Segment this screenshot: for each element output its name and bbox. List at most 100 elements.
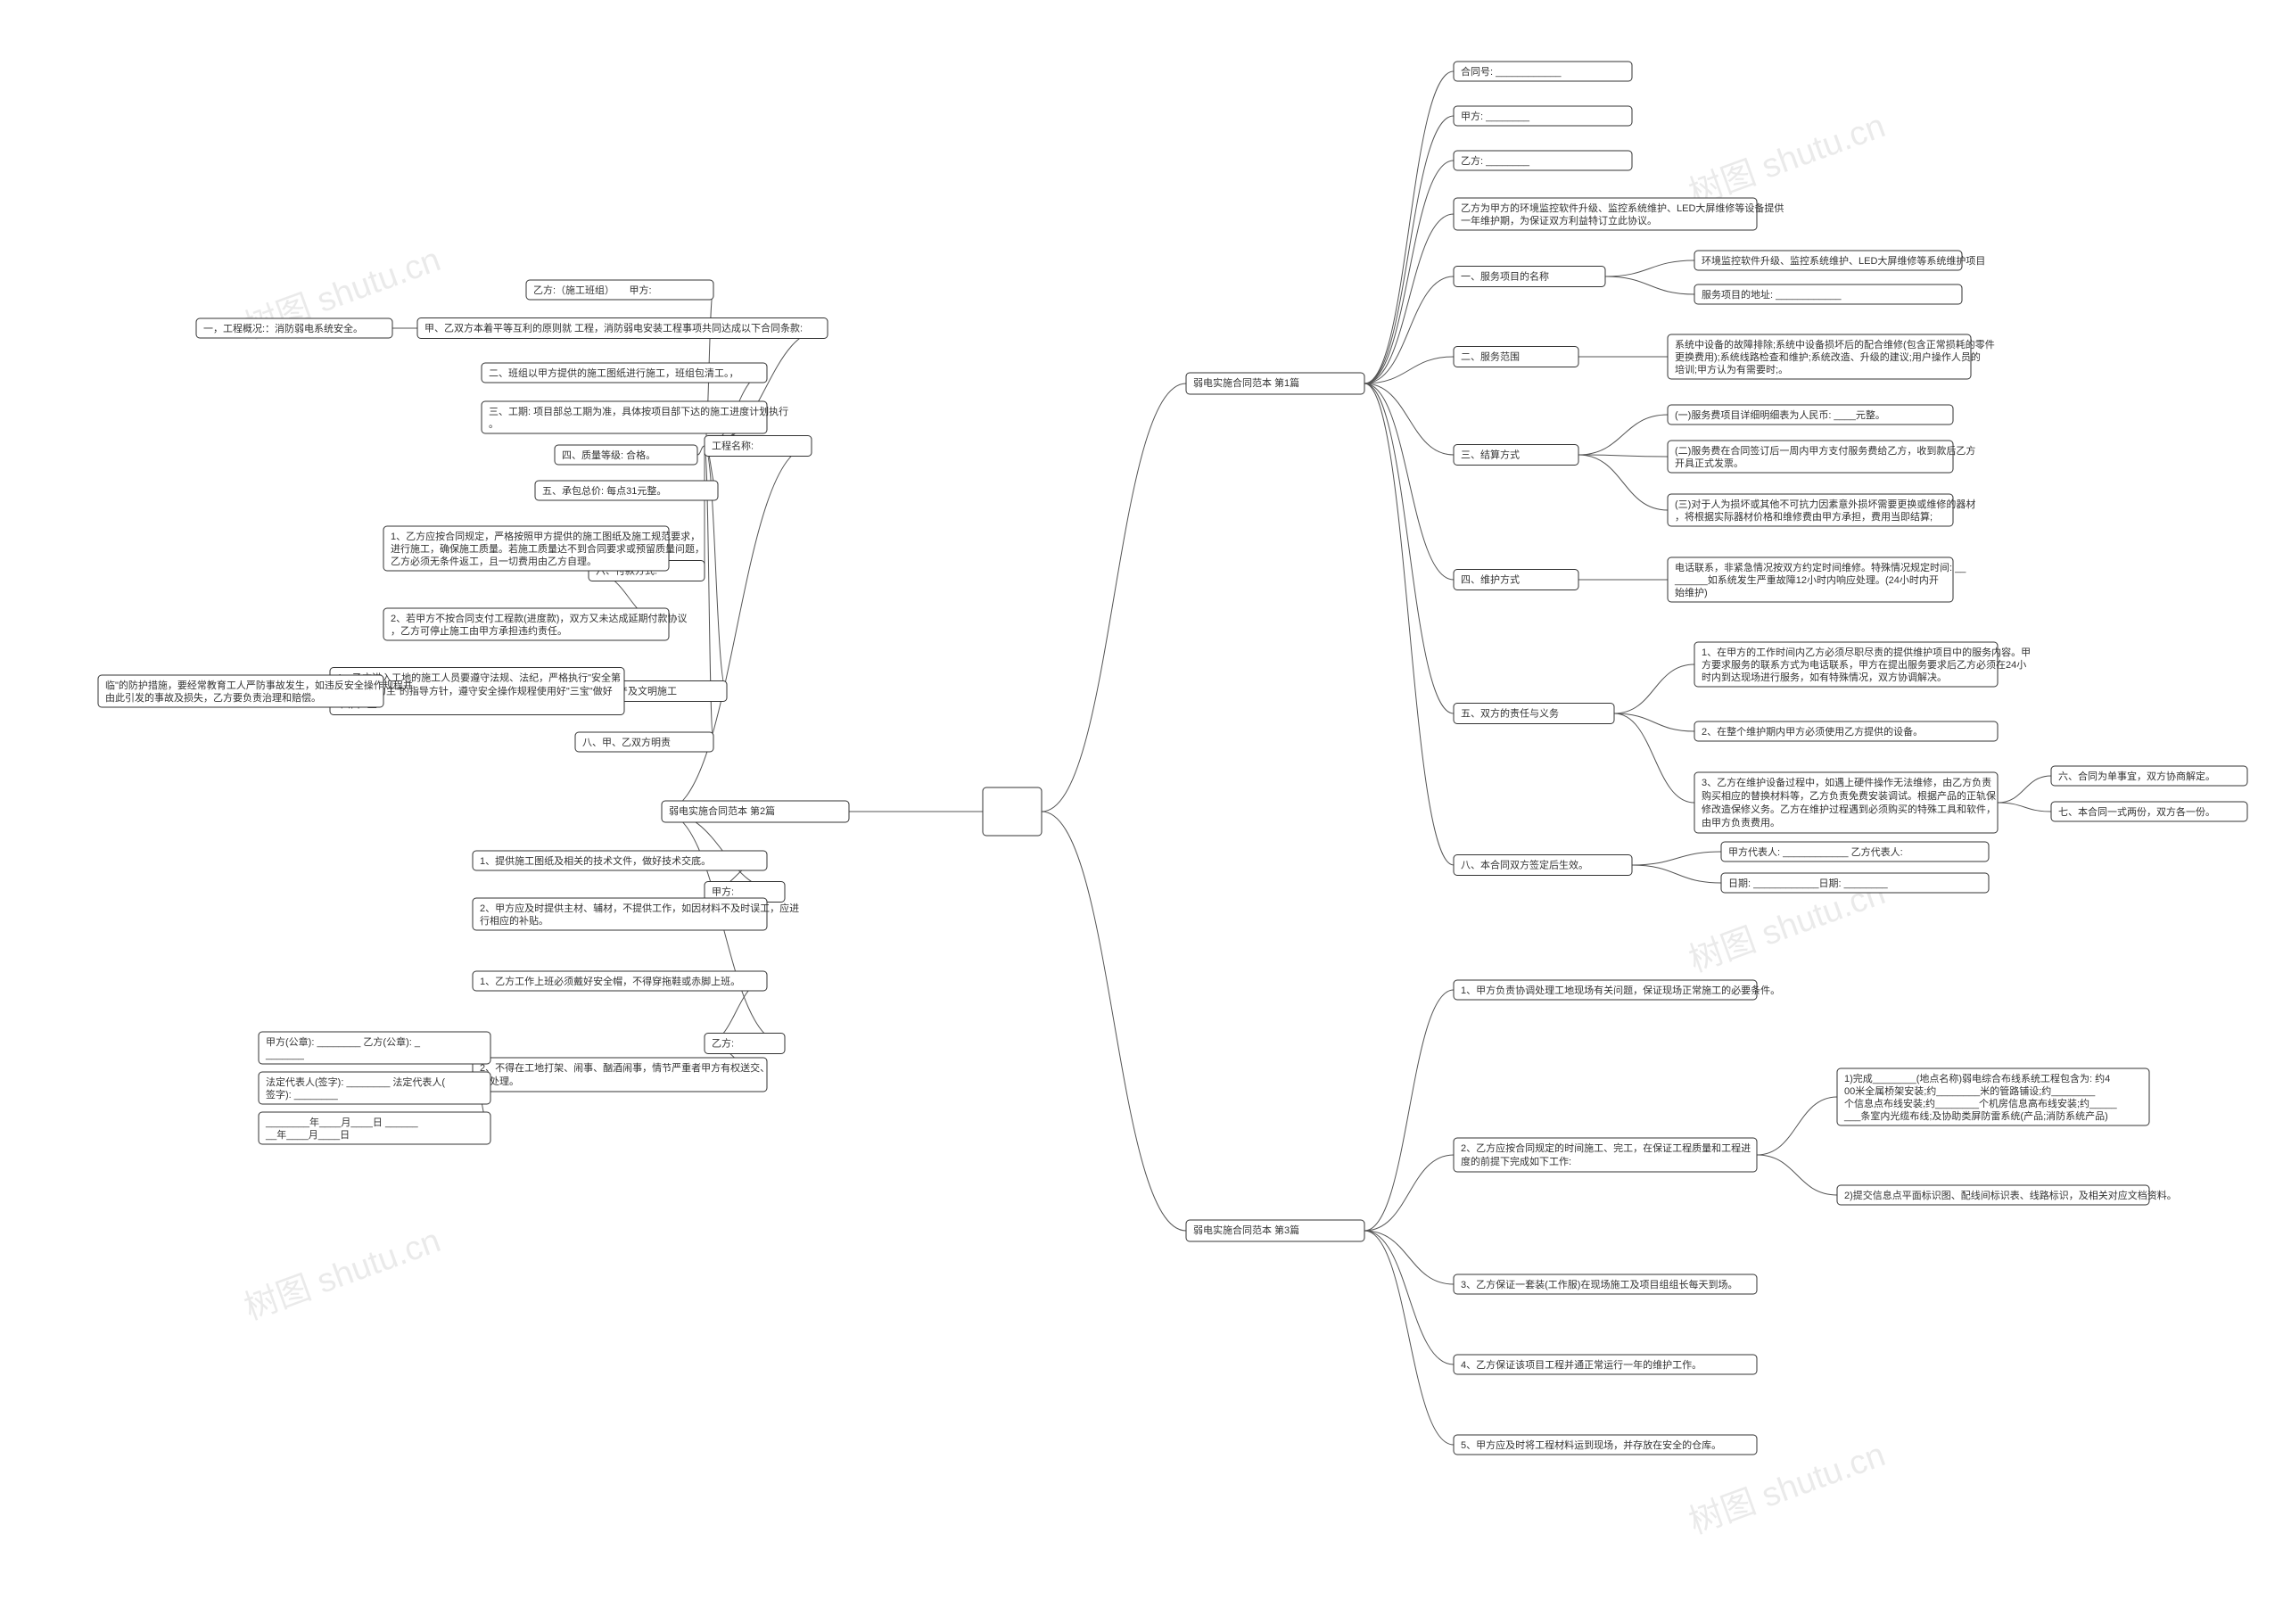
node-label: 法定代表人(签字): ________ 法定代表人( (266, 1076, 445, 1088)
mindmap-node: 2、若甲方不按合同支付工程款(进度款)，双方又未达成延期付款协议，乙方可停止施工… (383, 608, 687, 640)
node-label: 三、结算方式 (1461, 448, 1520, 460)
node-label: 工程名称: (712, 439, 754, 451)
mindmap-node: 1、甲方负责协调处理工地现场有关问题，保证现场正常施工的必要条件。 (1454, 980, 1780, 1000)
mindmap-node: 三、工期: 项目部总工期为准，具体按项目部下达的施工进度计划执行。 (482, 401, 788, 433)
edge (1364, 383, 1454, 713)
node-label: 弱电实施合同范本 第2篇 (669, 804, 775, 817)
edge (1605, 276, 1694, 294)
node-label: 甲方: (712, 885, 734, 897)
mindmap-node: 甲方代表人: ____________ 乙方代表人: (1721, 842, 1989, 861)
edge (1757, 1155, 1837, 1195)
node-label: 2)提交信息点平面标识图、配线间标识表、线路标识，及相关对应文档资料。 (1844, 1189, 2177, 1201)
node-label: 2、乙方应按合同规定的时间施工、完工，在保证工程质量和工程进 (1461, 1142, 1751, 1154)
node-label: 00米全属桥架安装;约________米的管路铺设;约________ (1844, 1084, 2096, 1097)
mindmap-node: 2、不得在工地打架、闹事、酗酒闹事，情节严重者甲方有权送交、门处理。 (473, 1058, 770, 1092)
node-label: 一，工程概况:：消防弱电系统安全。 (203, 322, 363, 334)
node-label: 1、甲方负责协调处理工地现场有关问题，保证现场正常施工的必要条件。 (1461, 984, 1780, 996)
mindmap-node: 乙方:（施工班组） 甲方: (526, 280, 713, 300)
node-label: 甲、乙双方本着平等互利的原则就 工程，消防弱电安装工程事项共同达成以下合同条款: (424, 321, 803, 334)
edge (1364, 161, 1454, 383)
mindmap-node: 1、乙方应按合同规定，严格按照甲方提供的施工图纸及施工规范要求，进行施工，确保施… (383, 526, 705, 571)
node-label: (三)对于人为损坏或其他不可抗力因素意外损坏需要更换或维修的器材 (1675, 498, 1975, 510)
node-label: 签字): ________ (266, 1088, 339, 1101)
mindmap-node: 四、质量等级: 合格。 (555, 445, 697, 465)
node-label: 二、班组以甲方提供的施工图纸进行施工，班组包清工。， (489, 367, 739, 379)
node-label: __年____月____日 (265, 1128, 350, 1141)
node-label: 1、乙方工作上班必须戴好安全帽，不得穿拖鞋或赤脚上班。 (480, 975, 740, 987)
mindmap-node: 环境监控软件升级、监控系统维护、LED大屏维修等系统维护项目 (1694, 251, 1985, 270)
mindmap-node: 电话联系，非紧急情况按双方约定时间维修。特殊情况规定时间: ________如系… (1668, 557, 1966, 602)
edge (1364, 116, 1454, 383)
node-label: 甲方(公章): ________ 乙方(公章): _ (266, 1035, 421, 1048)
edge (1042, 812, 1186, 1231)
node-label: 服务项目的地址: ____________ (1702, 288, 1842, 301)
node-label: 临"的防护措施，要经常教育工人严防事故发生，如违反安全操作规程并 (105, 679, 413, 691)
mindmap-node: 3、乙方在维护设备过程中，如遇上硬件操作无法维修，由乙方负责购买相应的替换材料等… (1694, 772, 1998, 833)
mindmap-node: 乙方为甲方的环境监控软件升级、监控系统维护、LED大屏维修等设备提供一年维护期，… (1454, 198, 1784, 230)
watermark: 树图 shutu.cn (1685, 107, 1891, 212)
node-label: 1、乙方应按合同规定，严格按照甲方提供的施工图纸及施工规范要求， (391, 530, 700, 542)
mindmap-node: 合同号: ____________ (1454, 62, 1632, 81)
edge (1364, 990, 1454, 1231)
mindmap-node: 法定代表人(签字): ________ 法定代表人(签字): ________ (259, 1072, 490, 1104)
mindmap-node: 乙方: ________ (1454, 151, 1632, 170)
node-label: 更换费用);系统线路检查和维护;系统改造、升级的建议;用户操作人员的 (1675, 350, 1981, 363)
edge (1998, 776, 2051, 803)
mindmap-node: 六、合同为单事宜，双方协商解定。 (2051, 766, 2247, 786)
node-label: 日期: ____________日期: ________ (1728, 878, 1888, 889)
mindmap-node: 八、甲、乙双方明责 (575, 732, 713, 752)
node-label: ，乙方可停止施工由甲方承担违约责任。 (391, 624, 567, 637)
node-label: 四、维护方式 (1461, 573, 1520, 585)
edge (1364, 71, 1454, 383)
mindmap-node: 2、乙方应按合同规定的时间施工、完工，在保证工程质量和工程进度的前提下完成如下工… (1454, 1138, 1757, 1172)
node-label: 弱电实施合同范本 第3篇 (1193, 1224, 1299, 1236)
node-label: 购买相应的替换材料等，乙方负责免费安装调试。根据产品的正轨保 (1702, 789, 1996, 802)
node-label: ___条室内光缆布线;及协助类屏防雷系统(产品;消防系统产品) (1843, 1109, 2108, 1122)
edge (1364, 383, 1454, 865)
edge (1364, 276, 1454, 383)
node-label: 甲方代表人: ____________ 乙方代表人: (1728, 845, 1903, 858)
edge (1614, 713, 1694, 803)
edge (1757, 1097, 1837, 1155)
mindmap-node: 五、承包总价: 每点31元整。 (535, 481, 718, 500)
node-label: 度的前提下完成如下工作: (1461, 1155, 1571, 1167)
edge (1578, 455, 1668, 510)
node-label: 三、工期: 项目部总工期为准，具体按项目部下达的施工进度计划执行 (489, 405, 788, 417)
node-label: 方要求服务的联系方式为电话联系，甲方在提出服务要求后乙方必须在24小 (1702, 658, 2026, 671)
node-label: 乙方: (712, 1036, 734, 1049)
mindmap-node: 3、乙方保证一套装(工作服)在现场施工及项目组组长每天到场。 (1454, 1274, 1757, 1294)
node-label: 八、本合同双方签定后生效。 (1461, 858, 1588, 870)
mindmap-node: 甲方: ________ (1454, 106, 1632, 126)
edge (1605, 260, 1694, 276)
node-label: (一)服务费项目详细明细表为人民币: ____元整。 (1675, 408, 1885, 421)
mindmap-node: ________年____月____日 ________年____月____日 (259, 1112, 490, 1144)
edge (1042, 383, 1186, 812)
node-label: 乙方必须无条件返工，且一切费用由乙方自理。 (391, 555, 597, 567)
right-main: 弱电实施合同范本 第3篇 (1186, 1220, 1364, 1241)
node-label: ________年____月____日 ______ (265, 1116, 419, 1128)
node-label: 环境监控软件升级、监控系统维护、LED大屏维修等系统维护项目 (1702, 254, 1985, 267)
node-label: 进行施工，确保施工质量。若施工质量达不到合同要求或预留质量问题， (391, 542, 705, 555)
mindmap-node: 二、服务范围 (1454, 347, 1578, 367)
mindmap-node: 1、在甲方的工作时间内乙方必须尽职尽责的提供维护项目中的服务内容。甲方要求服务的… (1694, 642, 2031, 687)
mindmap-node: 系统中设备的故障排除;系统中设备损坏后的配合维修(包含正常损耗的零件更换费用);… (1668, 334, 1995, 379)
root-node (983, 787, 1042, 836)
mindmap-node: 2)提交信息点平面标识图、配线间标识表、线路标识，及相关对应文档资料。 (1837, 1185, 2177, 1205)
mindmap-node: 日期: ____________日期: ________ (1721, 873, 1989, 893)
node-label: (二)服务费在合同签订后一周内甲方支付服务费给乙方，收到款后乙方 (1675, 444, 1975, 457)
mindmap-node: 服务项目的地址: ____________ (1694, 284, 1962, 304)
node-label: 一、服务项目的名称 (1461, 269, 1549, 282)
edge (1364, 1155, 1454, 1231)
watermark: 树图 shutu.cn (240, 1222, 446, 1327)
node-label: _______ (265, 1050, 305, 1060)
node-label: 由甲方负责费用。 (1702, 816, 1780, 828)
mindmap-node: 1)完成________(地点名称)弱电综合布线系统工程包含为: 约400米全属… (1837, 1068, 2149, 1125)
mindmap-node: 2、在整个维护期内甲方必须使用乙方提供的设备。 (1694, 721, 1998, 741)
node-label: 1、提供施工图纸及相关的技术文件，做好技术交底。 (480, 854, 711, 867)
edge (1364, 1231, 1454, 1445)
node-label: 始维护) (1675, 586, 1708, 598)
node-label: 2、在整个维护期内甲方必须使用乙方提供的设备。 (1702, 725, 1923, 738)
mindmap-node: 甲、乙双方本着平等互利的原则就 工程，消防弱电安装工程事项共同达成以下合同条款: (417, 318, 828, 339)
node-label: 3、乙方在维护设备过程中，如遇上硬件操作无法维修，由乙方负责 (1702, 776, 1991, 788)
edge (1614, 664, 1694, 713)
